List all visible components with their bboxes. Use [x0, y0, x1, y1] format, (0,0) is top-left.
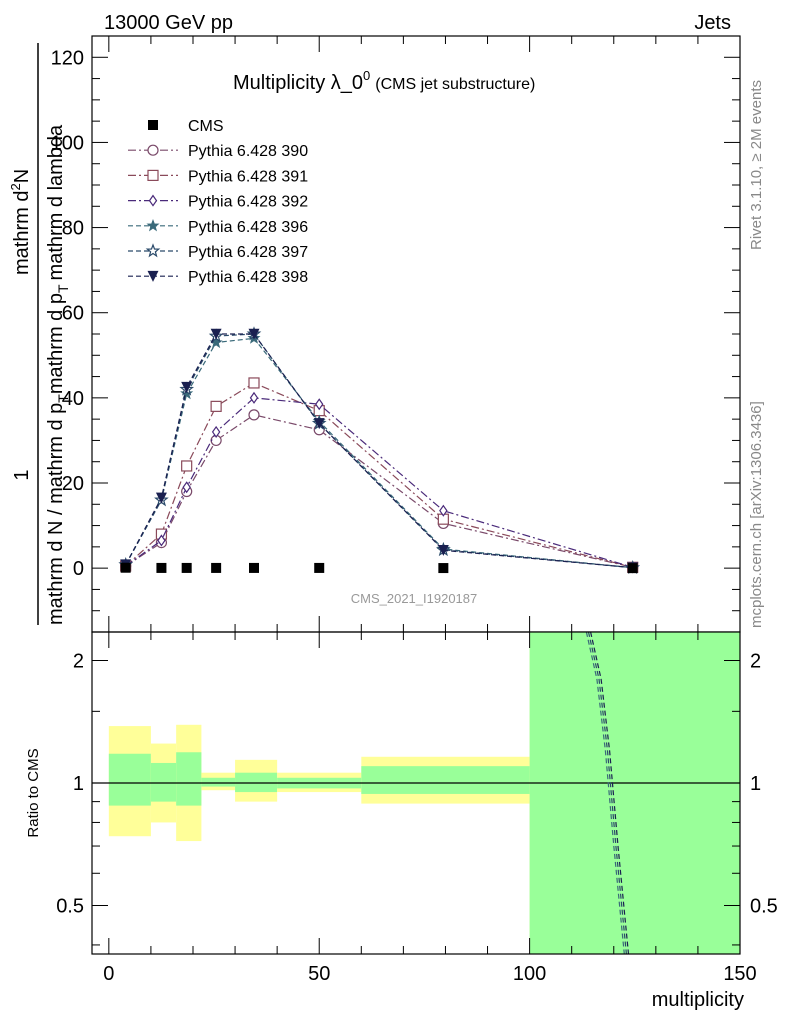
xtick-label: 50 [308, 963, 330, 985]
main-panel: 0 20 40 60 80 100 120 [51, 35, 741, 633]
series-point [181, 381, 193, 393]
ratio-ytick-label: 1 [73, 773, 84, 795]
ratio-band-inner [150, 762, 177, 802]
legend-marker [148, 120, 158, 130]
cms-data-point [211, 562, 222, 573]
series-point [248, 328, 260, 340]
legend-label: Pythia 6.428 390 [188, 143, 308, 160]
cms-data-layer [120, 562, 638, 574]
series-point [181, 460, 193, 472]
legend-marker [146, 218, 160, 232]
ratio-panel: 0.5 0.5 1 1 2 2 0 50 100 150 [56, 631, 778, 985]
legend-marker [147, 270, 159, 282]
series-point [314, 398, 324, 411]
rivet-label: Rivet 3.1.10, ≥ 2M events [748, 80, 765, 250]
main-ytick-label: 0 [73, 558, 84, 580]
series-point [157, 534, 166, 547]
xtick-label: 0 [103, 963, 114, 985]
analysis-watermark: CMS_2021_I1920187 [351, 591, 478, 606]
legend-label: Pythia 6.428 391 [188, 168, 308, 185]
legend-label: Pythia 6.428 392 [188, 194, 308, 211]
main-series-layer [118, 326, 641, 575]
ratio-band-inner [235, 772, 278, 793]
main-ytick-label: 120 [51, 47, 84, 69]
legend-label: Pythia 6.428 396 [188, 219, 308, 236]
header-left: 13000 GeV pp [104, 12, 233, 34]
ylabel-denominator: mathrm d N / mathrm d pTmathrm d pTmathr… [45, 124, 71, 625]
main-ytick-label: 60 [62, 303, 84, 325]
ratio-frame [91, 631, 741, 955]
legend-marker [145, 243, 161, 258]
series-line [125, 382, 633, 568]
cms-data-point [249, 562, 259, 573]
cms-data-point [438, 563, 449, 574]
x-axis-label: multiplicity [652, 989, 744, 1011]
ratio-ytick-label: 0.5 [56, 895, 84, 917]
ratio-series-layer [585, 631, 630, 955]
series-point [313, 418, 325, 430]
main-ytick-label: 20 [62, 473, 84, 495]
ratio-axis-ticks: 0.5 0.5 1 1 2 2 0 50 100 150 [56, 632, 778, 985]
series-point [155, 492, 167, 504]
series-line [125, 333, 633, 569]
cms-data-point [181, 562, 192, 573]
ratio-band-inner [108, 753, 151, 806]
legend-marker [148, 194, 158, 207]
ratio-band-inner [176, 752, 202, 806]
ratio-ylabel: Ratio to CMS [25, 748, 42, 837]
series-point [248, 409, 260, 421]
ratio-series-line [587, 631, 627, 955]
main-ylabel: 1 mathrm d N / mathrm d pTmathrm d pTmat… [8, 43, 71, 625]
legend-marker [147, 169, 159, 181]
xtick-label: 100 [513, 963, 546, 985]
ratio-ytick-label-right: 0.5 [750, 895, 778, 917]
series-point [182, 481, 191, 494]
series-point [437, 544, 449, 556]
series-line [125, 397, 633, 568]
ylabel-numerator: mathrm d2N [8, 169, 33, 275]
main-ytick-label: 100 [51, 132, 84, 154]
series-point [210, 328, 222, 340]
legend-marker [147, 144, 159, 156]
ratio-ytick-label: 2 [73, 651, 84, 673]
series-point [439, 504, 448, 517]
ratio-series-line [590, 631, 630, 955]
cms-data-point [627, 563, 638, 574]
ratio-band-inner [529, 632, 740, 954]
legend-label: Pythia 6.428 398 [188, 269, 308, 286]
cms-data-point [120, 562, 131, 573]
ratio-band-inner [201, 777, 236, 787]
series-point [248, 377, 260, 389]
series-point [180, 386, 194, 400]
ratio-ytick-label-right: 1 [750, 773, 761, 795]
main-ytick-label: 40 [62, 388, 84, 410]
ratio-ytick-label-right: 2 [750, 651, 761, 673]
series-point [249, 391, 259, 404]
ratio-series-line [585, 631, 625, 955]
xtick-label: 150 [723, 963, 756, 985]
legend: CMS Pythia 6.428 390 Pythia 6.428 391 Pythi… [128, 118, 308, 286]
header-right: Jets [694, 12, 731, 34]
ylabel-one: 1 [11, 469, 33, 480]
series-point [210, 400, 222, 412]
chart-title: Multiplicity λ_00(CMS jet substructure) [233, 68, 535, 94]
legend-label: Pythia 6.428 397 [188, 244, 308, 261]
ratio-bands [92, 632, 740, 954]
main-ytick-label: 80 [62, 218, 84, 240]
series-line [125, 333, 633, 569]
series-line [125, 337, 633, 569]
cms-data-point [156, 562, 167, 573]
mcplots-label: mcplots.cern.ch [arXiv:1306.3436] [748, 401, 765, 628]
legend-label: CMS [188, 118, 224, 135]
main-axis-ticks: 0 20 40 60 80 100 120 [51, 36, 741, 632]
series-point [211, 425, 221, 438]
ratio-band-inner [361, 766, 530, 794]
cms-data-point [314, 562, 325, 573]
